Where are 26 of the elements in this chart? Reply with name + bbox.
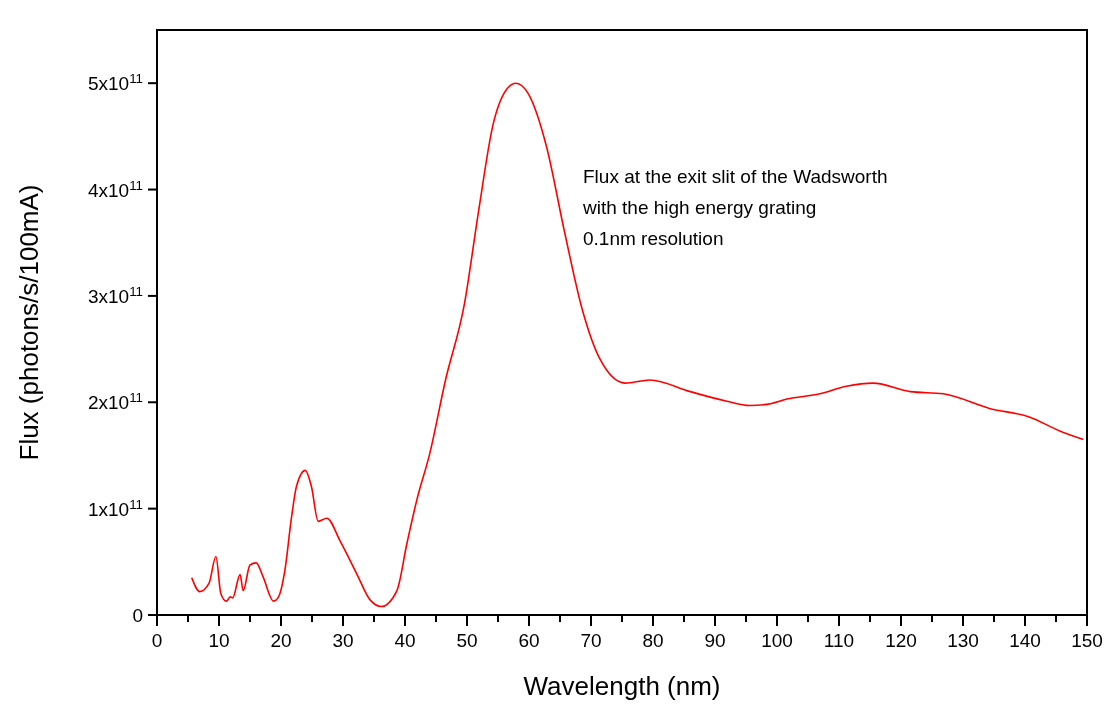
x-tick-label: 110: [823, 630, 855, 651]
x-tick-label: 120: [885, 630, 917, 651]
x-tick-label: 20: [270, 630, 292, 651]
y-tick-label: 4x10$^{11}$: [87, 177, 143, 201]
x-tick-label: 0: [151, 630, 163, 651]
y-tick-label: 2x10$^{11}$: [87, 389, 143, 414]
y-axis-title: Flux (photons/s/100mA): [14, 184, 44, 461]
x-tick-label: 90: [704, 630, 726, 651]
x-tick-label: 10: [208, 630, 230, 651]
x-tick-label: 100: [761, 630, 793, 651]
x-tick-label: 140: [1009, 630, 1041, 651]
y-tick-label: 1x10$^{11}$: [87, 496, 143, 520]
x-axis-title: Wavelength (nm): [523, 671, 721, 701]
y-tick-label: 3x10$^{11}$: [87, 283, 143, 307]
x-tick-label: 70: [580, 630, 602, 651]
line-series: [190, 82, 1085, 608]
x-tick-label: 40: [394, 630, 416, 651]
x-tick-label: 130: [947, 630, 979, 651]
annotation: Flux at the exit slit of the Wadsworth with the high energy grating 0.1nm resolution: [582, 166, 888, 249]
x-tick-label: 30: [332, 630, 354, 651]
x-tick-label: 60: [518, 630, 540, 651]
y-tick-label: 0: [132, 605, 143, 626]
x-tick-label: 150: [1071, 630, 1103, 651]
x-tick-label: 80: [642, 630, 664, 651]
x-tick-label: 50: [456, 630, 478, 651]
y-tick-label: 5x10$^{11}$: [87, 70, 143, 95]
